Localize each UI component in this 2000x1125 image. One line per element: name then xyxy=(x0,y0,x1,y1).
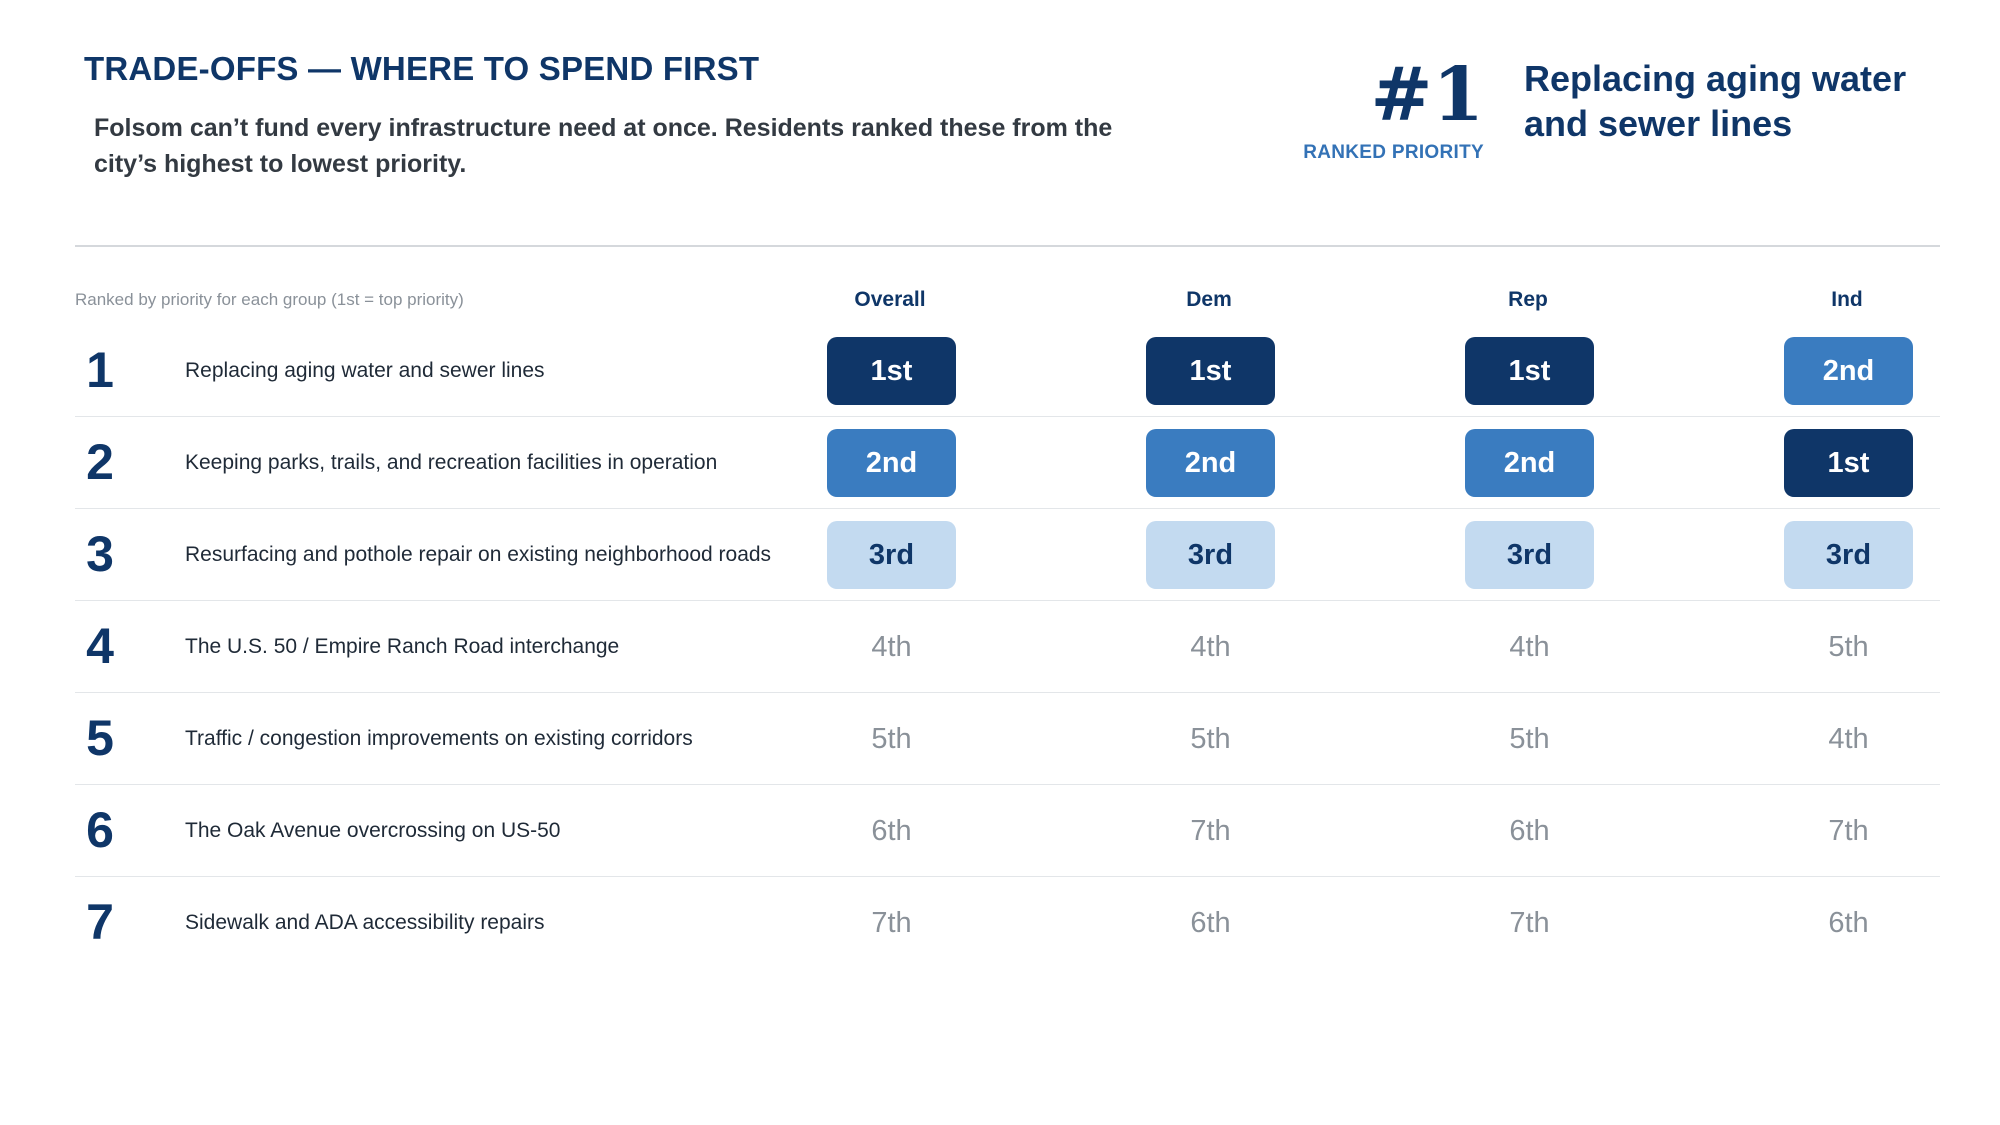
rank-cell-overall: 6th xyxy=(871,814,912,847)
rank-cell-overall: 7th xyxy=(871,906,912,939)
column-header-ind: Ind xyxy=(1831,288,1863,311)
rank-cell-dem: 6th xyxy=(1190,906,1231,939)
rank-cell-ind: 1st xyxy=(1784,429,1913,497)
row-rank: 1 xyxy=(86,342,114,398)
rank-cell-dem: 4th xyxy=(1190,630,1231,663)
row-label: Sidewalk and ADA accessibility repairs xyxy=(185,911,545,934)
rank-cell-overall: 2nd xyxy=(827,429,956,497)
table-row: 6 The Oak Avenue overcrossing on US-50 6th… xyxy=(75,785,1940,877)
row-label: Replacing aging water and sewer lines xyxy=(185,359,545,382)
row-label: Resurfacing and pothole repair on existi… xyxy=(185,543,772,566)
rank-cell-dem: 3rd xyxy=(1146,521,1275,589)
table-row: 4 The U.S. 50 / Empire Ranch Road interch… xyxy=(75,601,1940,693)
row-label: Traffic / congestion improvements on exi… xyxy=(185,727,693,750)
divider xyxy=(75,245,1940,247)
row-rank: 7 xyxy=(86,894,114,950)
rank-cell-rep: 2nd xyxy=(1465,429,1594,497)
table-row: 5 Traffic / congestion improvements on ex… xyxy=(75,693,1940,785)
table-row: 3 Resurfacing and pothole repair on exist… xyxy=(75,509,1940,601)
highlight-label: RANKED PRIORITY xyxy=(1303,142,1484,163)
rank-cell-overall: 1st xyxy=(827,337,956,405)
rank-cell-overall: 3rd xyxy=(827,521,956,589)
row-rank: 3 xyxy=(86,526,114,582)
rank-cell-dem: 2nd xyxy=(1146,429,1275,497)
rank-cell-dem: 5th xyxy=(1190,722,1231,755)
row-label: Keeping parks, trails, and recreation fa… xyxy=(185,451,718,474)
rank-cell-ind: 3rd xyxy=(1784,521,1913,589)
table-note: Ranked by priority for each group (1st =… xyxy=(75,290,464,309)
rank-cell-ind: 4th xyxy=(1828,722,1869,755)
rank-cell-rep: 7th xyxy=(1509,906,1550,939)
rank-cell-rep: 6th xyxy=(1509,814,1550,847)
row-rank: 5 xyxy=(86,710,114,766)
rank-cell-dem: 7th xyxy=(1190,814,1231,847)
table-row: 2 Keeping parks, trails, and recreation f… xyxy=(75,417,1940,509)
page-title: TRADE-OFFS — WHERE TO SPEND FIRST xyxy=(84,50,760,87)
table-row: 1 Replacing aging water and sewer lines 1s… xyxy=(75,325,1940,417)
rank-cell-overall: 5th xyxy=(871,722,912,755)
rank-cell-dem: 1st xyxy=(1146,337,1275,405)
rank-cell-rep: 5th xyxy=(1509,722,1550,755)
table-row: 7 Sidewalk and ADA accessibility repairs 7… xyxy=(75,877,1940,968)
rank-cell-ind: 2nd xyxy=(1784,337,1913,405)
rank-cell-overall: 4th xyxy=(871,630,912,663)
rank-cell-ind: 6th xyxy=(1828,906,1869,939)
rank-cell-rep: 1st xyxy=(1465,337,1594,405)
row-label: The Oak Avenue overcrossing on US-50 xyxy=(185,819,561,842)
row-rank: 4 xyxy=(86,618,114,674)
row-rank: 6 xyxy=(86,802,114,858)
rank-cell-rep: 3rd xyxy=(1465,521,1594,589)
row-rank: 2 xyxy=(86,434,114,490)
rank-cell-rep: 4th xyxy=(1509,630,1550,663)
row-label: The U.S. 50 / Empire Ranch Road intercha… xyxy=(185,635,620,658)
page-subtitle: Folsom can’t fund every infrastructure n… xyxy=(94,114,1113,178)
rank-cell-ind: 7th xyxy=(1828,814,1869,847)
highlight-text: Replacing aging water and sewer lines xyxy=(1524,58,1907,144)
rank-cell-ind: 5th xyxy=(1828,630,1869,663)
column-header-rep: Rep xyxy=(1508,288,1548,311)
highlight-number: #1 xyxy=(1370,52,1485,138)
column-header-dem: Dem xyxy=(1186,288,1232,311)
column-header-overall: Overall xyxy=(854,288,926,311)
